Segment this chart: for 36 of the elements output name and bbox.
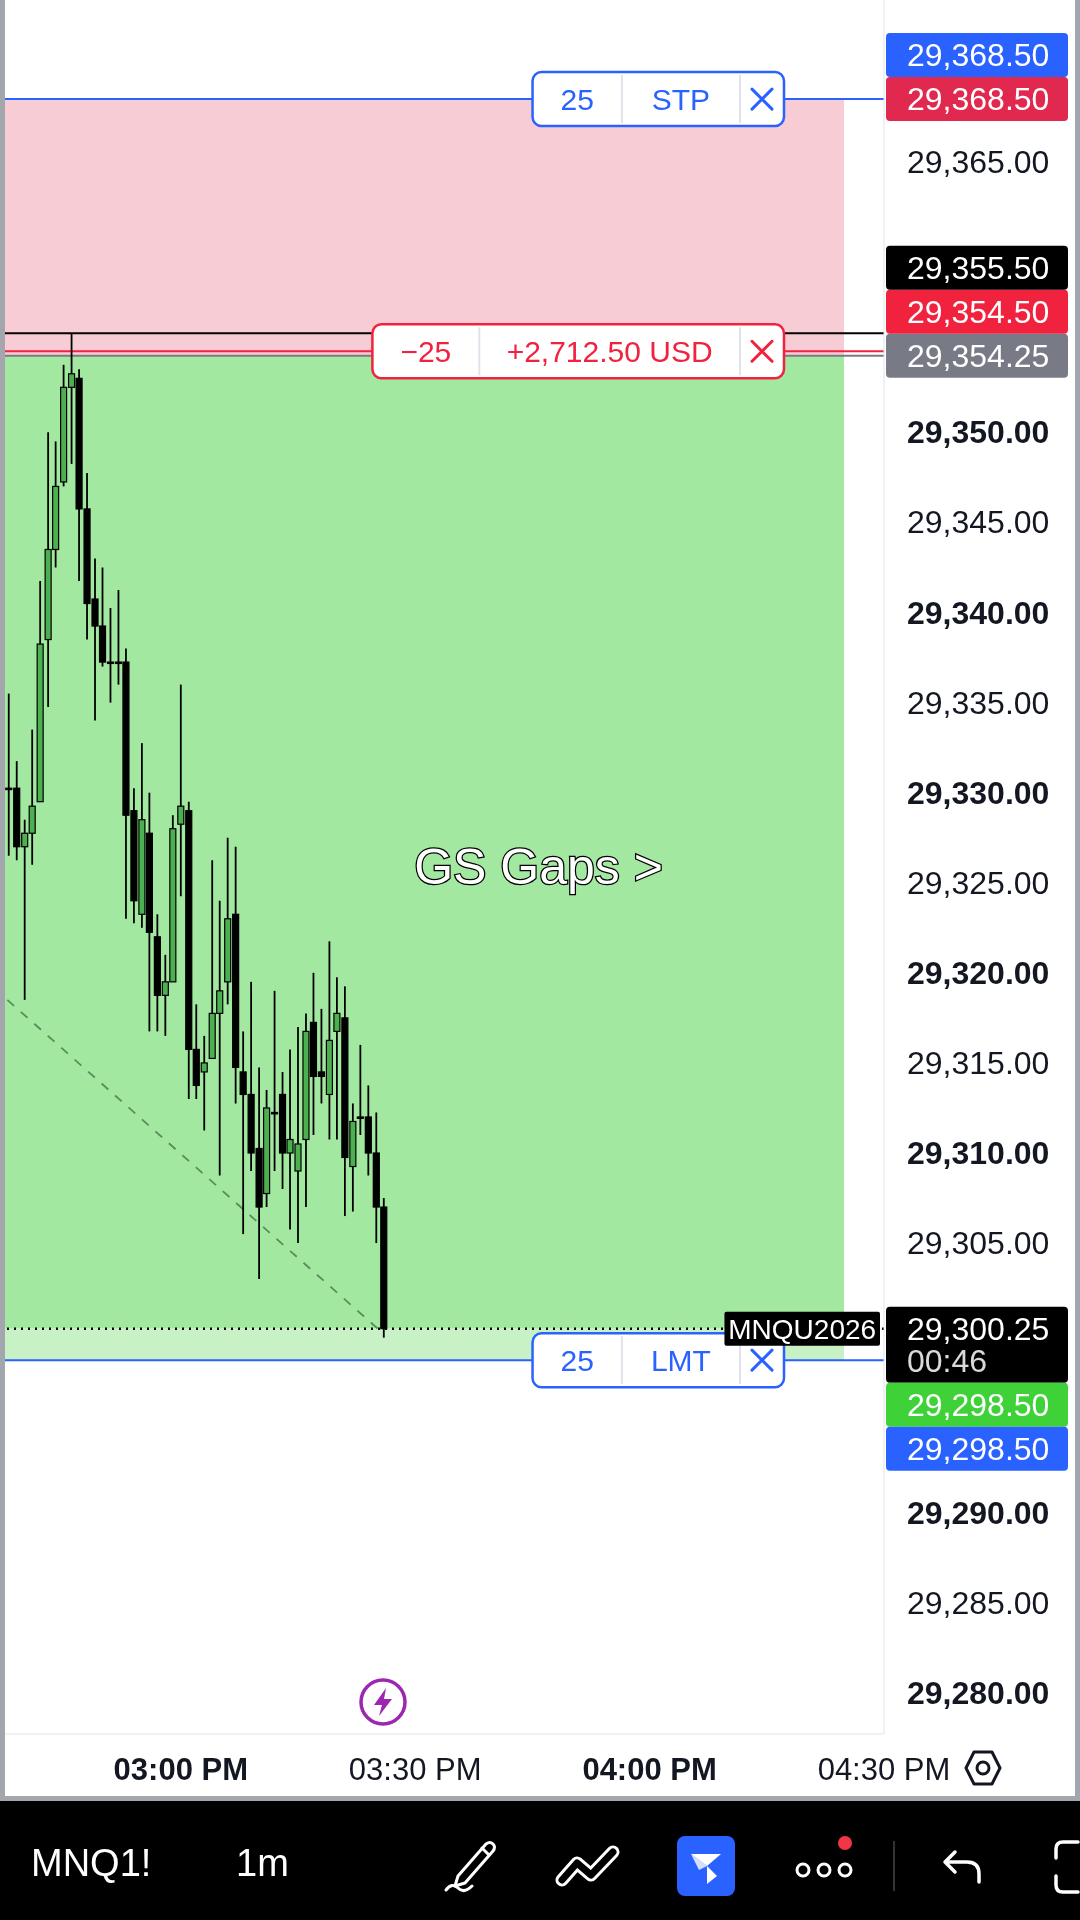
y-tick-label: 29,315.00 — [907, 1044, 1050, 1081]
annotation: −25 — [400, 334, 452, 368]
y-tick-label: 29,340.00 — [907, 594, 1050, 631]
annotation: 25 — [560, 82, 594, 116]
y-tick-label: 29,305.00 — [907, 1225, 1050, 1262]
x-tick-label: 03:00 PM — [113, 1751, 248, 1787]
x-tick-label: 04:30 PM — [817, 1751, 951, 1787]
y-tick-label: 29,290.00 — [907, 1495, 1050, 1532]
annotation: MNQU2026 — [728, 1313, 877, 1345]
y-tick-label: 29,330.00 — [907, 774, 1050, 811]
y-tick-label: 29,325.00 — [907, 864, 1050, 901]
y-tick-label: 29,365.00 — [907, 144, 1050, 181]
y-tick-label: 29,335.00 — [907, 684, 1050, 721]
band-label: 29,298.50 — [907, 1386, 1050, 1423]
ref-line-label: 29,355.50 — [907, 249, 1050, 286]
y-tick-label: 29,310.00 — [907, 1135, 1050, 1171]
y-tick-label: 29,350.00 — [907, 414, 1050, 451]
y-tick-label: 29,345.00 — [907, 504, 1050, 541]
text: MNQ1! — [31, 1841, 152, 1885]
y-tick-label: 29,320.00 — [907, 954, 1050, 991]
x-tick-label: 04:00 PM — [582, 1751, 717, 1787]
annotation: +2,712.50 USD — [506, 334, 713, 368]
annotation: 25 — [560, 1343, 594, 1377]
annotation: LMT — [650, 1343, 711, 1377]
ref-line-label: 29,300.25 00:46 — [907, 1310, 1050, 1379]
y-tick-label: 29,285.00 — [907, 1585, 1050, 1622]
y-tick-label: 29,280.00 — [907, 1675, 1050, 1712]
ref-line-label: 29,354.50 — [907, 293, 1050, 330]
x-tick-label: 03:30 PM — [348, 1751, 482, 1787]
annotation: STP — [651, 82, 711, 116]
band-label: 29,368.50 — [907, 81, 1050, 118]
text: 1m — [236, 1841, 289, 1885]
annotation: GS Gaps > — [414, 839, 663, 895]
ref-line-label: 29,354.25 — [907, 337, 1050, 374]
ref-line-label: 29,298.50 — [907, 1430, 1050, 1467]
ref-line-label: 29,368.50 — [907, 37, 1050, 74]
